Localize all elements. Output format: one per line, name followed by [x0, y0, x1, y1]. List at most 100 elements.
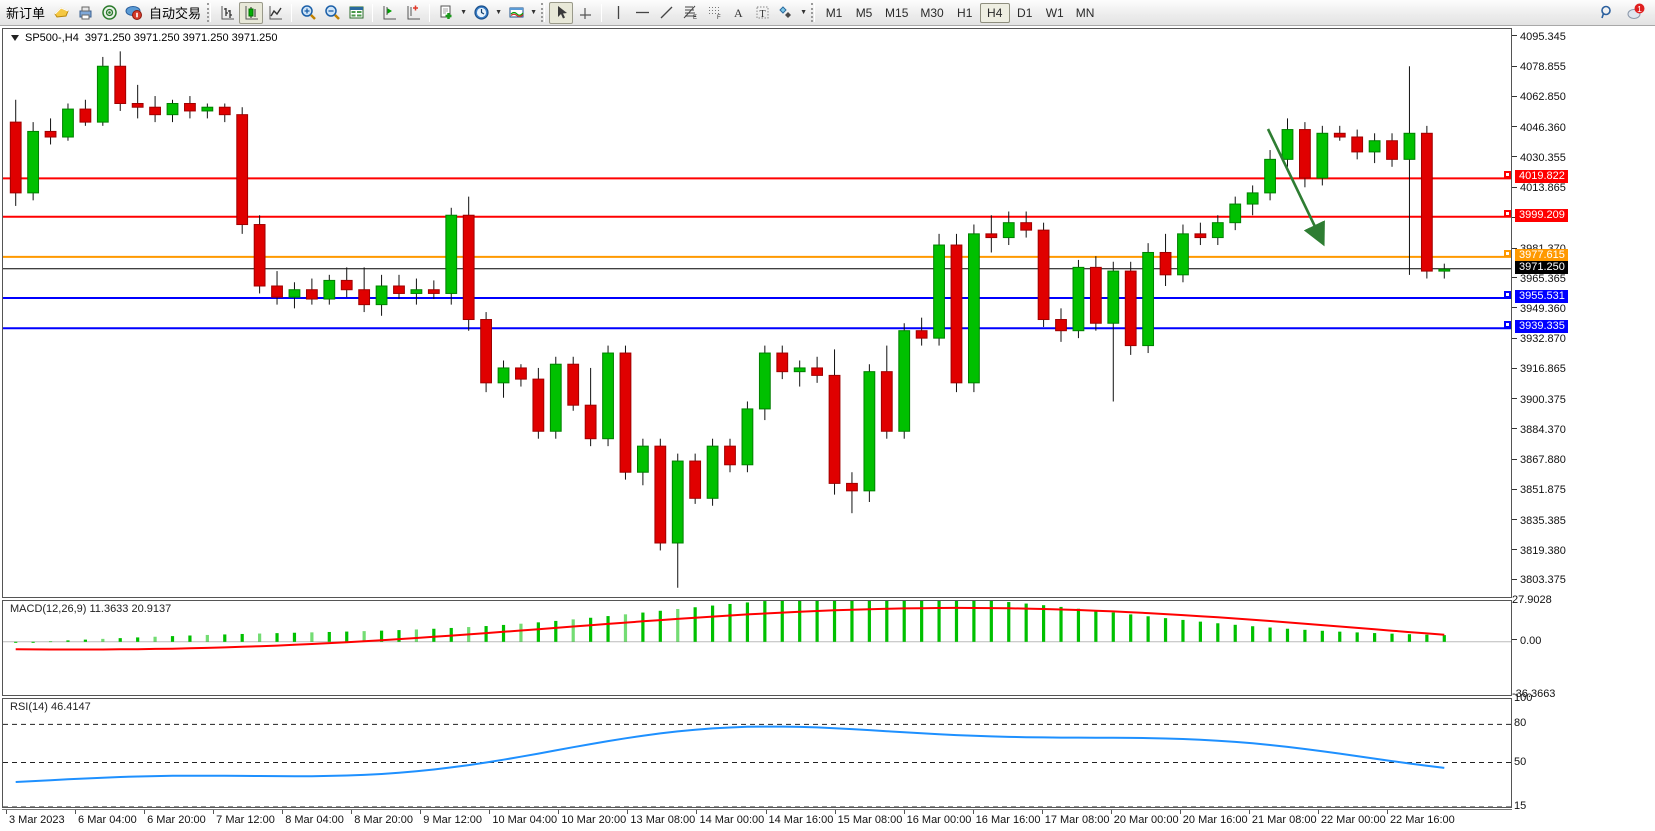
level-line-handle[interactable]	[1504, 291, 1511, 299]
new-indicator-icon[interactable]	[434, 2, 458, 24]
text-icon[interactable]: A	[726, 2, 750, 24]
toolbar-right-group: 1	[1595, 2, 1653, 24]
macd-label: MACD(12,26,9) 11.3633 20.9137	[8, 603, 174, 615]
channel-icon[interactable]: F	[702, 2, 726, 24]
time-tick	[1248, 810, 1250, 814]
period-dropdown-arrow-icon[interactable]: ▼	[495, 9, 502, 16]
candle-chart-icon[interactable]	[49, 2, 73, 24]
toolbar-grip-2[interactable]	[541, 3, 546, 22]
rsi-indicator-panel[interactable]: RSI(14) 46.4147	[2, 698, 1512, 808]
ohlc-values: 3971.250 3971.250 3971.250 3971.250	[84, 32, 278, 44]
level-line-handle[interactable]	[1504, 171, 1511, 179]
price-scale-axis[interactable]: 4095.345 4078.855 4062.850 4046.360 4030.355…	[1504, 28, 1653, 812]
time-scale-axis[interactable]: 3 Mar 2023 6 Mar 04:00 6 Mar 20:00 7 Mar 12…	[2, 809, 1512, 831]
toolbar-separator-4	[601, 3, 603, 22]
price-tick-label: 3835.385	[1512, 515, 1566, 527]
timeframe-m5[interactable]: M5	[855, 5, 873, 20]
time-tick-label: 17 Mar 08:00	[1044, 814, 1110, 826]
timeframe-m1[interactable]: M1	[825, 5, 843, 20]
price-tick-label: 4013.865	[1512, 183, 1566, 194]
down-trend-arrow-annotation[interactable]	[1258, 119, 1378, 259]
templates-dropdown-arrow-icon[interactable]: ▼	[530, 9, 537, 16]
time-tick-label: 20 Mar 00:00	[1113, 814, 1179, 826]
shift-end-icon[interactable]	[377, 2, 401, 24]
shapes-dropdown-arrow-icon[interactable]: ▼	[800, 9, 807, 16]
time-tick-label: 9 Mar 12:00	[423, 814, 482, 826]
autotrading-button[interactable]: 自动交易	[149, 7, 202, 22]
price-level-badge-last[interactable]: 3971.250	[1515, 260, 1568, 274]
price-level-badge-support[interactable]: 3955.531	[1515, 290, 1568, 304]
price-level-badge-pivot[interactable]: 3977.615	[1515, 248, 1568, 262]
timeframe-m30[interactable]: M30	[920, 5, 944, 20]
time-tick-label: 15 Mar 08:00	[837, 814, 903, 826]
bar-chart-icon[interactable]	[215, 2, 239, 24]
cursor-icon[interactable]	[549, 1, 574, 24]
level-line-handle[interactable]	[1504, 209, 1511, 217]
toolbar-grip[interactable]	[207, 3, 212, 22]
time-tick-label: 14 Mar 16:00	[768, 814, 834, 826]
templates-icon[interactable]	[504, 2, 528, 24]
level-line-handle[interactable]	[1504, 249, 1511, 257]
svg-text:A: A	[734, 6, 743, 20]
toolbar-separator-2	[372, 3, 374, 22]
timeframe-h4[interactable]: H4	[979, 2, 1010, 23]
notification-bell-icon[interactable]: 1	[1623, 2, 1647, 24]
price-tick-label: 3803.375	[1512, 575, 1566, 586]
rsi-label: RSI(14) 46.4147	[8, 701, 93, 713]
price-tick-label: 4095.345	[1512, 31, 1566, 43]
timeframe-h1[interactable]: H1	[957, 5, 973, 20]
shapes-icon[interactable]	[774, 2, 798, 24]
time-tick-label: 22 Mar 16:00	[1389, 814, 1455, 826]
candlestick-chart-icon[interactable]	[239, 1, 264, 24]
time-tick	[558, 810, 560, 814]
trendline-icon[interactable]	[654, 2, 678, 24]
price-chart-panel[interactable]: SP500-,H4 3971.250 3971.250 3971.250 397…	[2, 28, 1512, 598]
rsi-plot-layer	[3, 723, 1511, 807]
toolbar-separator-3	[429, 3, 431, 22]
price-tick-label: 3949.360	[1512, 303, 1566, 315]
price-level-badge-resistance[interactable]: 3999.209	[1515, 208, 1568, 222]
search-icon[interactable]	[1595, 2, 1619, 24]
timeframe-d1[interactable]: D1	[1017, 5, 1033, 20]
timeframe-mn[interactable]: MN	[1075, 5, 1095, 20]
horizontal-line-icon[interactable]	[630, 2, 654, 24]
time-tick	[489, 810, 491, 814]
price-tick-label: 4030.355	[1512, 152, 1566, 164]
time-tick-label: 6 Mar 20:00	[147, 814, 206, 826]
indicator-dropdown-arrow-icon[interactable]: ▼	[460, 9, 467, 16]
vertical-line-icon[interactable]	[606, 2, 630, 24]
time-tick	[351, 810, 353, 814]
fibonacci-icon[interactable]: E	[678, 2, 702, 24]
price-tick-label: 4046.360	[1512, 122, 1566, 134]
time-tick-label: 22 Mar 00:00	[1320, 814, 1386, 826]
price-tick-label: 3851.875	[1512, 485, 1566, 496]
new-order-button[interactable]: 新订单	[6, 7, 46, 22]
line-chart-icon[interactable]	[263, 2, 287, 24]
macd-indicator-panel[interactable]: MACD(12,26,9) 11.3633 20.9137	[2, 600, 1512, 696]
data-window-icon[interactable]	[344, 2, 368, 24]
toolbar-grip-3[interactable]	[811, 3, 816, 22]
price-tick-label: 3819.380	[1512, 545, 1566, 557]
time-tick	[1041, 810, 1043, 814]
timeframe-w1[interactable]: W1	[1045, 5, 1064, 20]
zoom-out-icon[interactable]	[320, 2, 344, 24]
price-level-badge-support[interactable]: 3939.335	[1515, 320, 1568, 334]
price-level-badge-resistance[interactable]: 4019.822	[1515, 170, 1568, 184]
price-tick-label: 3900.375	[1512, 394, 1566, 406]
timeframe-m15[interactable]: M15	[885, 5, 909, 20]
symbol-period-label: SP500-,H4	[25, 32, 79, 44]
zoom-in-icon[interactable]	[296, 2, 320, 24]
crosshair-icon[interactable]	[573, 2, 597, 24]
chart-dropdown-icon[interactable]	[11, 35, 19, 41]
autotrading-icon[interactable]	[121, 2, 145, 24]
text-label-icon[interactable]: T	[750, 2, 774, 24]
auto-scroll-icon[interactable]	[401, 2, 425, 24]
time-tick	[834, 810, 836, 814]
period-clock-icon[interactable]	[469, 2, 493, 24]
price-tick-label: 3884.370	[1512, 424, 1566, 436]
level-line-handle[interactable]	[1504, 321, 1511, 329]
rsi-tick-label: 50	[1514, 755, 1527, 768]
rsi-tick-label: 100	[1514, 692, 1533, 704]
printer-icon[interactable]	[73, 2, 97, 24]
signals-icon[interactable]	[97, 2, 121, 24]
